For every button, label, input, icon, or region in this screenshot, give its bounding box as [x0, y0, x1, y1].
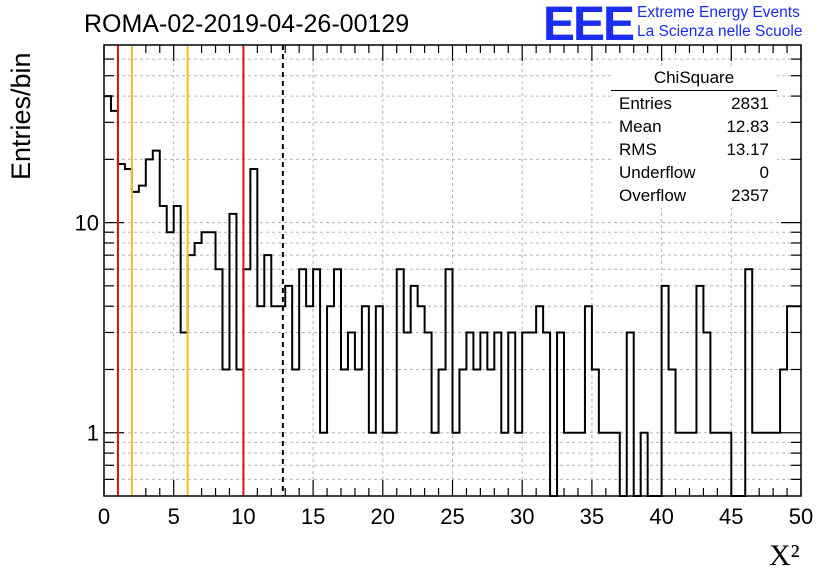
x-tick-labels: 0 5 10 15 20 25 30 35 40 45 50 — [98, 504, 813, 529]
logo-line-2: La Scienza nelle Scuole — [637, 23, 803, 40]
stats-value: 0 — [759, 163, 769, 182]
histogram-series — [104, 95, 801, 497]
logo-line-1: Extreme Energy Events — [637, 4, 800, 21]
stats-label: RMS — [619, 140, 657, 159]
x-tick-label: 25 — [440, 504, 464, 529]
stats-value: 2357 — [731, 186, 769, 205]
stats-value: 2831 — [731, 94, 769, 113]
stats-label: Underflow — [619, 163, 696, 182]
x-tick-label: 10 — [231, 504, 255, 529]
y-tick-label: 10 — [75, 211, 99, 236]
y-tick-label: 1 — [87, 421, 99, 446]
x-tick-label: 30 — [510, 504, 534, 529]
stats-divider — [611, 90, 777, 91]
chart-title: ROMA-02-2019-04-26-00129 — [84, 10, 410, 38]
stats-title: ChiSquare — [653, 68, 735, 87]
stats-label: Mean — [619, 117, 662, 136]
stats-value: 12.83 — [726, 117, 769, 136]
stats-value: 13.17 — [726, 140, 769, 159]
plot-frame — [103, 44, 802, 497]
x-tick-label: 35 — [580, 504, 604, 529]
x-tick-label: 15 — [301, 504, 325, 529]
x-tick-label: 50 — [789, 504, 813, 529]
stats-box: ChiSquare Entries 2831 Mean 12.83 RMS 13… — [611, 68, 777, 208]
stats-label: Entries — [619, 94, 672, 113]
x-tick-label: 5 — [168, 504, 180, 529]
eee-logo: EEE — [543, 0, 635, 51]
y-tick-labels: 1 10 — [75, 211, 99, 446]
x-axis-label: X² — [769, 539, 800, 572]
reference-lines — [116, 45, 284, 496]
stats-label: Overflow — [619, 186, 687, 205]
y-axis-label: Entries/bin — [6, 52, 36, 180]
x-tick-label: 20 — [371, 504, 395, 529]
x-tick-label: 0 — [98, 504, 110, 529]
x-tick-label: 45 — [719, 504, 743, 529]
x-tick-label: 40 — [649, 504, 673, 529]
